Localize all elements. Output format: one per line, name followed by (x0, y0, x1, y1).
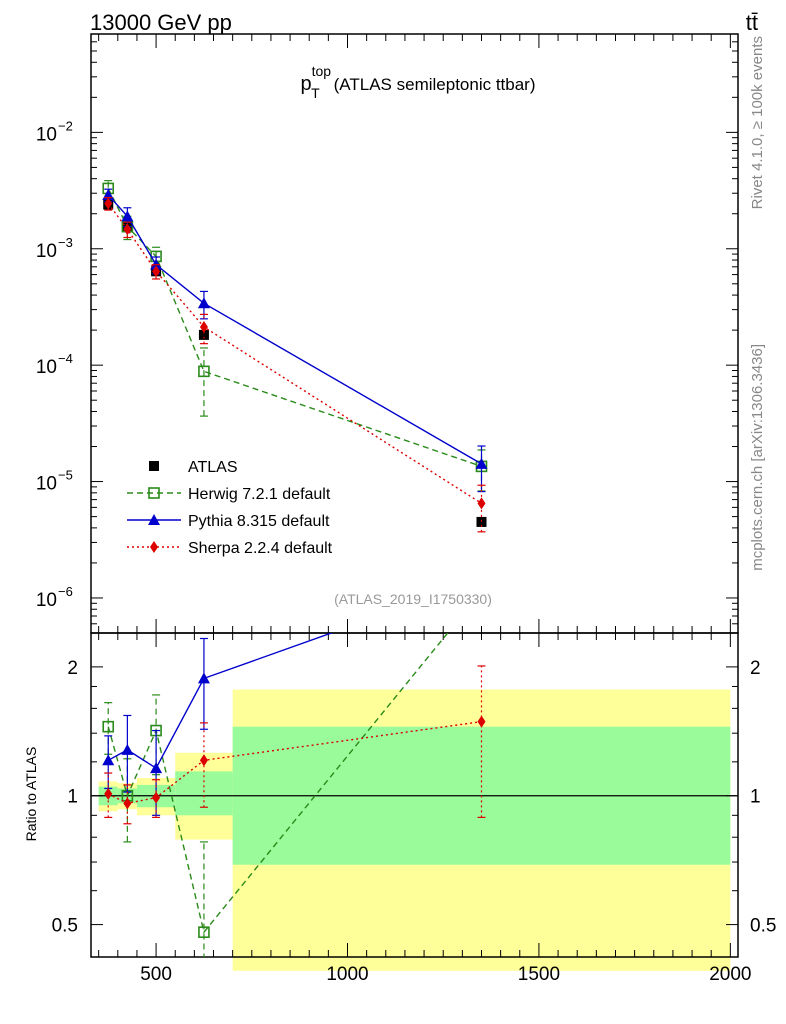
main-data-point (197, 297, 210, 309)
ratio-plot-series (102, 574, 487, 957)
main-series-herwig (102, 180, 488, 492)
main-series-atlas (103, 199, 487, 527)
legend-item: ATLAS (149, 459, 238, 476)
main-y-tick-exponent: −4 (58, 351, 73, 366)
ratio-x-tick-label: 2000 (709, 964, 751, 985)
ratio-series-pythia (102, 574, 487, 816)
main-data-point (104, 197, 113, 210)
main-data-point (477, 497, 486, 510)
legend-item: Pythia 8.315 default (127, 513, 330, 530)
main-series-pythia (102, 188, 488, 493)
main-y-tick-label: 10 (36, 357, 57, 378)
main-plot-series (102, 180, 488, 533)
main-y-tick-label: 10 (36, 241, 57, 262)
main-data-point (476, 516, 487, 527)
main-y-tick-exponent: −2 (58, 118, 73, 133)
legend-marker (148, 487, 160, 499)
ratio-data-point (152, 791, 161, 804)
ratio-data-point (477, 715, 486, 728)
mcplots-label: mcplots.cern.ch [arXiv:1306.3436] (749, 344, 766, 571)
main-series-line (107, 188, 482, 468)
main-y-tick-exponent: −3 (58, 235, 73, 250)
ratio-data-point (475, 574, 487, 585)
ratio-data-point (123, 797, 132, 810)
ratio-data-point (121, 743, 134, 755)
plot-title-sub: T (311, 85, 320, 101)
ratio-x-tick-label: 1500 (518, 964, 560, 985)
ratio-y-tick-label-right: 1 (750, 787, 761, 808)
ratio-y-tick-label: 2 (67, 658, 78, 679)
main-y-tick-label: 10 (36, 474, 57, 495)
main-data-point (198, 365, 210, 378)
ratio-x-tick-label: 1000 (326, 964, 368, 985)
plot-title: ptop T (ATLAS semileptonic ttbar) (300, 63, 535, 101)
band-inner (175, 771, 233, 816)
analysis-label: (ATLAS_2019_I1750330) (334, 591, 492, 607)
legend-item: Sherpa 2.2.4 default (127, 540, 333, 557)
legend-label: ATLAS (188, 459, 238, 476)
ratio-uncertainty-bands (98, 689, 731, 971)
main-series-sherpa (104, 197, 486, 533)
main-y-tick-label: 10 (36, 124, 57, 145)
ratio-y-tick-label-right: 2 (750, 658, 761, 679)
ratio-data-point (197, 672, 210, 684)
legend-item: Herwig 7.2.1 default (127, 486, 331, 503)
process-label: tt̄ (746, 10, 758, 35)
legend-marker (149, 461, 159, 471)
plot-title-rest: (ATLAS semileptonic ttbar) (334, 75, 536, 94)
ratio-x-tick-label: 500 (140, 964, 172, 985)
main-y-tick-exponent: −6 (58, 584, 73, 599)
legend-label: Sherpa 2.2.4 default (188, 540, 333, 557)
plot-title-sup: top (312, 63, 332, 79)
main-series-line (107, 203, 482, 504)
main-y-tick-exponent: −5 (58, 468, 73, 483)
legend: ATLAS Herwig 7.2.1 default Pythia 8.315 de… (127, 459, 333, 557)
energy-label: 13000 GeV pp (90, 10, 232, 35)
ratio-data-point (102, 720, 115, 733)
main-y-tick-label: 10 (36, 590, 57, 611)
legend-marker (150, 541, 158, 553)
legend-label: Pythia 8.315 default (188, 513, 330, 530)
main-data-point (123, 223, 132, 236)
ratio-data-point (102, 754, 115, 766)
ratio-series-sherpa (104, 665, 486, 825)
main-data-point (121, 210, 134, 222)
ratio-data-point (150, 762, 163, 774)
main-data-point (199, 320, 208, 333)
ratio-y-tick-label-right: 0.5 (750, 916, 776, 937)
ratio-data-point (199, 754, 208, 767)
ratio-y-tick-label: 1 (67, 787, 78, 808)
ratio-data-point (104, 787, 113, 800)
legend-marker (148, 514, 160, 525)
main-data-point (152, 265, 161, 278)
main-data-point (475, 457, 488, 469)
axes-frames (90, 33, 739, 958)
legend-label: Herwig 7.2.1 default (188, 486, 331, 503)
main-data-point (198, 329, 209, 340)
main-series-line (107, 194, 482, 465)
plot-title-main: p (300, 73, 311, 95)
ratio-frame (90, 632, 739, 958)
rivet-label: Rivet 4.1.0, ≥ 100k events (749, 36, 766, 209)
ratio-axis-label: Ratio to ATLAS (23, 747, 39, 842)
ratio-data-point (198, 926, 210, 938)
ratio-y-tick-label: 0.5 (52, 916, 78, 937)
